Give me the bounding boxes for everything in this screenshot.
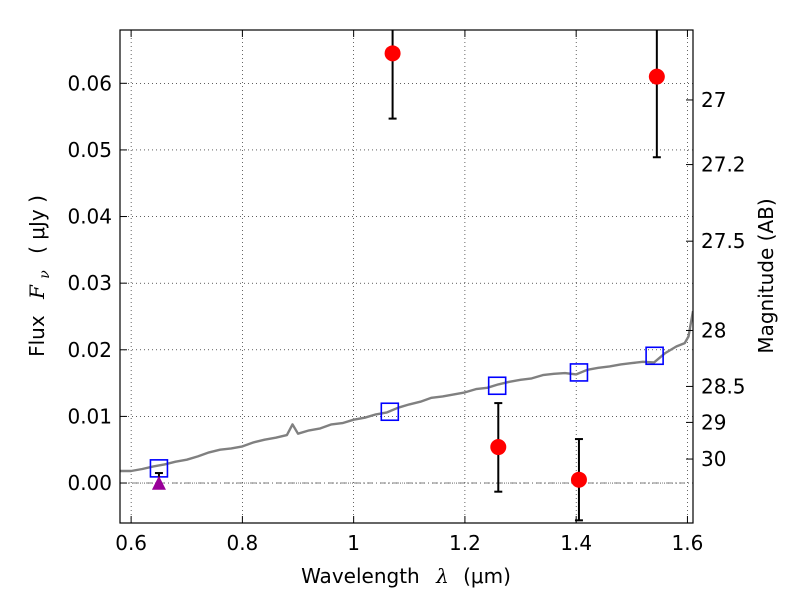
measured-flux-point — [490, 439, 507, 456]
model-flux-square — [380, 402, 400, 422]
y2-tick-label: 27 — [701, 88, 726, 112]
measured-flux-point — [384, 45, 401, 62]
ticks: 0.6 0.8 1 1.2 1.4 1.6 0.00 0.01 0.02 0.03 0.04 0.05… — [67, 30, 746, 555]
x-tick-label: 1.6 — [672, 531, 704, 555]
x-axis-label-symbol: λ — [435, 564, 449, 588]
model-flux-square — [645, 346, 664, 366]
y-tick-label: 0.06 — [67, 71, 112, 95]
x-axis-label: Wavelength λ (μm) — [301, 564, 511, 588]
y2-tick-label: 28.5 — [701, 374, 746, 398]
y2-tick-label: 28 — [701, 318, 726, 342]
plot-area — [120, 30, 693, 522]
measured-flux-point — [570, 471, 587, 488]
x-tick-label: 0.6 — [115, 531, 147, 555]
x-tick-label: 0.8 — [226, 531, 258, 555]
plot-frame — [119, 29, 694, 524]
y-tick-label: 0.03 — [67, 271, 112, 295]
y-tick-label: 0.00 — [67, 471, 112, 495]
x-tick-label: 1.2 — [449, 531, 481, 555]
y2-axis-label: Magnitude (AB) — [754, 198, 778, 353]
y2-tick-label: 30 — [701, 447, 726, 471]
measured-flux-point — [648, 68, 665, 85]
y2-tick-label: 27.5 — [701, 229, 746, 253]
y-axis-label-prefix: Flux — [25, 315, 49, 357]
y-tick-label: 0.02 — [67, 338, 112, 362]
model-flux-square — [487, 376, 507, 396]
y-tick-label: 0.05 — [67, 138, 112, 162]
y-tick-label: 0.04 — [67, 205, 112, 229]
y-axis-label: Flux F ν ( μJy ) — [25, 195, 54, 357]
y2-tick-label: 27.2 — [701, 153, 746, 177]
model-flux-square — [569, 363, 589, 382]
y-axis-label-symbol: F — [25, 284, 49, 300]
y2-tick-label: 29 — [701, 410, 726, 434]
grid — [120, 30, 693, 523]
x-axis-label-unit: (μm) — [463, 564, 511, 588]
limit-triangle-marker — [151, 475, 166, 490]
x-tick-label: 1.4 — [560, 531, 592, 555]
y-axis-label-unit: ( μJy ) — [25, 195, 49, 254]
x-tick-label: 1 — [347, 531, 360, 555]
template-spectrum-line — [120, 310, 693, 473]
y-axis-label-subscript: ν — [37, 270, 53, 279]
x-axis-label-prefix: Wavelength — [301, 564, 420, 588]
y-tick-label: 0.01 — [67, 404, 112, 428]
